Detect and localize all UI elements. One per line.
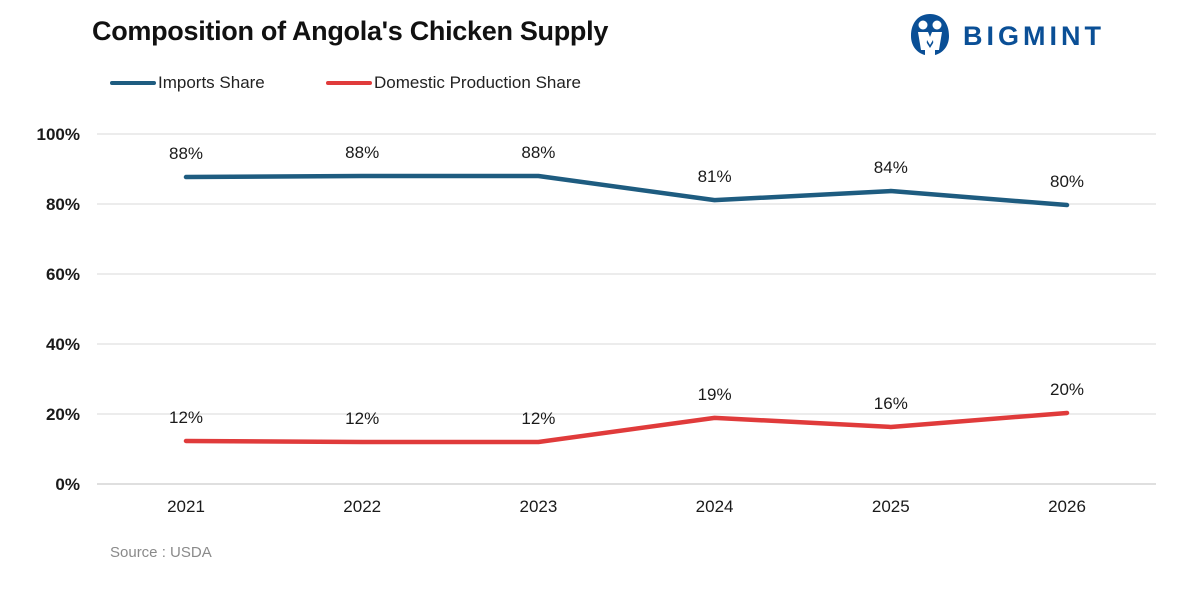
legend-swatch-imports	[110, 81, 156, 85]
data-label-domestic: 12%	[521, 409, 555, 428]
data-label-domestic: 12%	[345, 409, 379, 428]
data-label-imports: 84%	[874, 158, 908, 177]
bigmint-logo: BIGMINT	[905, 10, 1145, 58]
series-line-imports	[183, 173, 1070, 208]
x-tick-label: 2022	[343, 497, 381, 516]
bigmint-logo-icon	[911, 14, 949, 55]
data-label-imports: 80%	[1050, 172, 1084, 191]
data-label-domestic: 20%	[1050, 380, 1084, 399]
y-tick-label: 20%	[46, 405, 80, 424]
legend-label-imports: Imports Share	[158, 73, 265, 92]
y-tick-label: 100%	[37, 125, 80, 144]
data-label-domestic: 16%	[874, 394, 908, 413]
data-label-imports: 81%	[698, 167, 732, 186]
x-tick-label: 2023	[519, 497, 557, 516]
legend-swatch-domestic	[326, 81, 372, 85]
series-line-domestic	[183, 410, 1070, 445]
x-tick-label: 2025	[872, 497, 910, 516]
y-tick-label: 80%	[46, 195, 80, 214]
y-tick-label: 40%	[46, 335, 80, 354]
y-tick-label: 0%	[55, 475, 80, 494]
x-tick-label: 2026	[1048, 497, 1086, 516]
data-label-imports: 88%	[521, 143, 555, 162]
chart-title: Composition of Angola's Chicken Supply	[92, 16, 609, 46]
data-label-imports: 88%	[169, 144, 203, 163]
data-label-imports: 88%	[345, 143, 379, 162]
source-note: Source : USDA	[110, 544, 212, 561]
data-label-domestic: 19%	[698, 385, 732, 404]
y-tick-label: 60%	[46, 265, 80, 284]
data-label-domestic: 12%	[169, 408, 203, 427]
legend-label-domestic: Domestic Production Share	[374, 73, 581, 92]
bigmint-logo-text: BIGMINT	[963, 21, 1105, 51]
x-tick-label: 2024	[696, 497, 734, 516]
x-tick-label: 2021	[167, 497, 205, 516]
